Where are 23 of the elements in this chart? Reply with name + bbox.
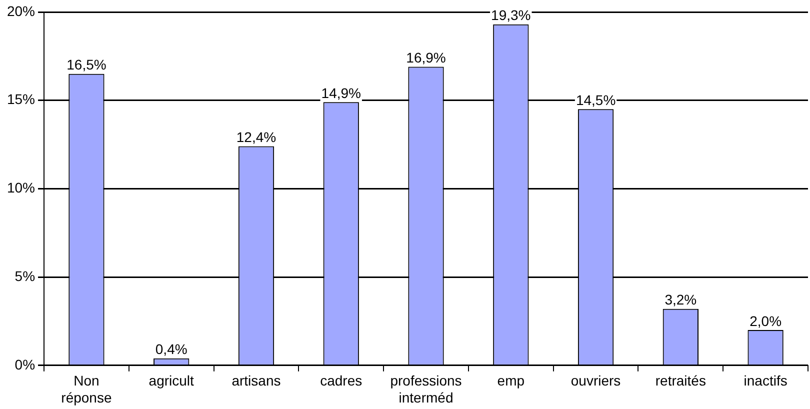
- x-tick-label: emp: [497, 372, 525, 389]
- x-tick-label: cadres: [320, 372, 362, 389]
- y-tick-label: 0%: [14, 356, 36, 372]
- x-tick-label: inactifs: [744, 372, 788, 389]
- data-label: 3,2%: [664, 292, 697, 308]
- data-label: 0,4%: [155, 341, 188, 358]
- x-tick-label: agricult: [148, 372, 194, 389]
- data-label: 16,9%: [406, 50, 446, 66]
- y-tick-label: 15%: [6, 91, 36, 108]
- x-tick-label: artisans: [232, 372, 281, 389]
- data-label: 14,5%: [576, 92, 616, 108]
- x-tick-label: Non réponse: [61, 372, 112, 406]
- x-tick-label: retraités: [655, 372, 706, 389]
- x-tick-label: professions interméd: [390, 372, 462, 406]
- x-tick-label: ouvriers: [570, 372, 621, 389]
- data-label: 14,9%: [321, 84, 361, 101]
- data-label: 16,5%: [66, 56, 106, 73]
- data-label: 2,0%: [750, 312, 782, 329]
- y-tick-label: 10%: [6, 180, 36, 196]
- y-tick-label: 20%: [6, 2, 36, 19]
- y-tick-label: 5%: [14, 268, 36, 284]
- data-label: 19,3%: [491, 7, 531, 24]
- data-label: 12,4%: [236, 129, 276, 146]
